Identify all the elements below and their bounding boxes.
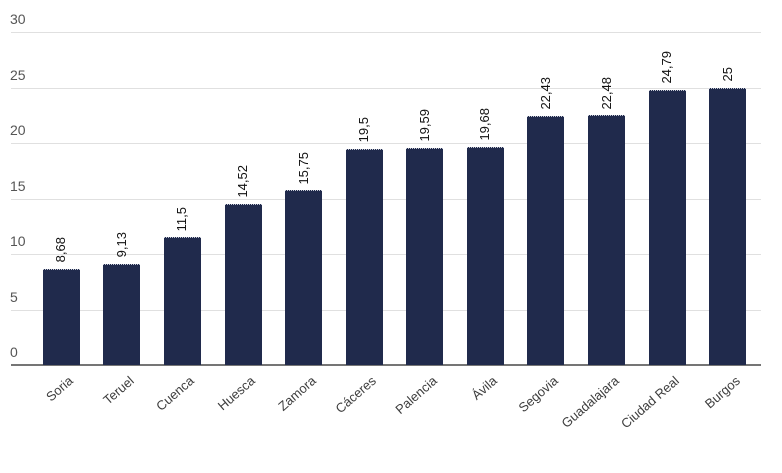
bar-value-label: 22,43 <box>537 77 553 111</box>
bar-palencia[interactable] <box>406 147 444 365</box>
bar-burgos[interactable] <box>709 87 747 365</box>
bar-value-label: 19,68 <box>477 108 493 141</box>
gridline <box>11 254 761 255</box>
y-axis-tick-label: 10 <box>10 233 26 249</box>
y-axis-tick-label: 20 <box>10 122 26 138</box>
bar-value-label: 19,59 <box>416 109 432 142</box>
bar-soria[interactable] <box>42 268 80 365</box>
bar-value-label: 22,48 <box>598 76 614 110</box>
bar-value-label: 15,75 <box>295 151 311 185</box>
bar-value-label: 25 <box>719 67 735 82</box>
gridline <box>11 143 761 144</box>
bar-teruel[interactable] <box>103 263 141 365</box>
bar-cuenca[interactable] <box>163 237 201 365</box>
y-axis-tick-label: 0 <box>10 344 18 360</box>
gridline <box>11 87 761 89</box>
bar-guadalajara[interactable] <box>588 115 626 365</box>
gridline <box>11 309 761 311</box>
bar-caceres[interactable] <box>345 148 383 365</box>
bar-segovia[interactable] <box>527 116 565 365</box>
y-axis-tick-label: 30 <box>10 11 26 27</box>
gridline <box>11 198 761 200</box>
bar-value-label: 14,52 <box>235 165 251 198</box>
bar-huesca[interactable] <box>224 203 262 365</box>
bar-value-label: 11,5 <box>174 207 190 232</box>
bar-avila[interactable] <box>466 146 504 365</box>
y-axis-tick-label: 5 <box>10 288 18 305</box>
gridline <box>11 32 761 33</box>
x-axis-line <box>11 363 761 366</box>
bar-ciudad-real[interactable] <box>648 89 686 365</box>
bar-zamora[interactable] <box>285 190 323 365</box>
bar-value-label: 8,68 <box>53 237 69 263</box>
bar-value-label: 24,79 <box>659 51 675 84</box>
bar-value-label: 19,5 <box>356 117 372 143</box>
y-axis-tick-label: 25 <box>10 66 26 83</box>
y-axis-tick-label: 15 <box>10 177 26 194</box>
bar-value-label: 9,13 <box>113 232 129 258</box>
